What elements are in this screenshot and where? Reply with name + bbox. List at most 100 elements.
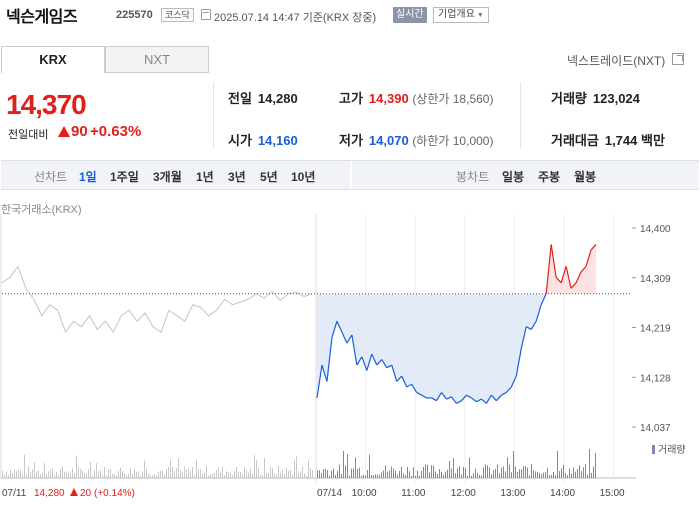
period-1w[interactable]: 1주일 (110, 170, 139, 184)
period-3m[interactable]: 3개월 (153, 170, 182, 184)
volume-bar-prev (172, 467, 173, 478)
volume-bar (509, 464, 510, 478)
period-3y[interactable]: 3년 (228, 170, 246, 184)
price-segment (575, 271, 582, 284)
volume-bar (569, 468, 570, 478)
volume-bar (543, 472, 544, 478)
volume-bar (351, 468, 352, 478)
price-segment (321, 364, 328, 382)
volume-bar (541, 474, 542, 478)
volume-bar-prev (174, 471, 175, 478)
volume-bar (589, 449, 590, 478)
price-segment (565, 266, 572, 289)
volume-bar-prev (242, 474, 243, 478)
volume-bar-prev (284, 474, 285, 478)
volume-bar-prev (108, 468, 109, 478)
divider (213, 82, 214, 148)
volume-bar (547, 467, 548, 478)
volume-bar (433, 465, 434, 478)
volume-bar-prev (52, 468, 53, 478)
price-segment (356, 356, 363, 366)
volume-bar-prev (20, 470, 21, 478)
volume-bar (575, 471, 576, 478)
period-5y[interactable]: 5년 (260, 170, 278, 184)
price-segment (346, 334, 353, 344)
volume-bar-prev (272, 468, 273, 478)
price-segment (560, 266, 567, 283)
upper-limit: (상한가 18,560) (412, 92, 494, 106)
period-10y[interactable]: 10년 (291, 170, 316, 184)
stat-label: 전일 (228, 91, 252, 106)
volume-bar (359, 467, 360, 478)
price-segment (376, 359, 383, 366)
volume-bar-prev (238, 471, 239, 478)
volume-bar-prev (282, 470, 283, 478)
stat-label: 거래대금 (551, 133, 599, 148)
volume-bar-prev (258, 467, 259, 478)
volume-bar-prev (160, 470, 161, 478)
volume-bar (395, 470, 396, 478)
volume-bar (379, 474, 380, 478)
volume-bar-prev (298, 471, 299, 478)
volume-bar-prev (74, 473, 75, 478)
price-segment (476, 398, 482, 403)
volume-bar-prev (212, 473, 213, 478)
volume-bar-prev (152, 475, 153, 478)
company-info-button[interactable]: 기업개요 ▼ (433, 7, 489, 23)
tab-nxt[interactable]: NXT (105, 46, 209, 73)
volume-bar-prev (120, 467, 121, 478)
volume-bar-prev (246, 470, 247, 478)
price-segment (515, 348, 522, 377)
volume-bar (445, 471, 446, 478)
volume-bar-prev (230, 472, 231, 478)
volume-legend-swatch (652, 445, 655, 454)
price-segment (446, 396, 452, 400)
candle-daily[interactable]: 일봉 (502, 170, 525, 184)
volume-bar-prev (198, 469, 199, 478)
volume-bar (425, 464, 426, 478)
area-below-reference (317, 293, 596, 404)
volume-bar (403, 473, 404, 478)
external-link-icon[interactable] (672, 53, 684, 65)
candle-monthly[interactable]: 월봉 (574, 170, 597, 184)
volume-bar (439, 469, 440, 478)
volume-bar-prev (112, 473, 113, 478)
volume-bar-prev (80, 468, 81, 478)
volume-bar-prev (244, 467, 245, 478)
x-tick-label: 14:00 (550, 488, 575, 499)
price-segment (366, 353, 373, 371)
nxt-link[interactable]: 넥스트레이드(NXT) (567, 54, 666, 68)
tab-krx[interactable]: KRX (1, 46, 105, 73)
candle-weekly[interactable]: 주봉 (538, 170, 561, 184)
price-segment (461, 394, 467, 402)
volume-bar (549, 475, 550, 478)
volume-bar-prev (206, 466, 207, 478)
volume-bar-prev (132, 474, 133, 478)
price-segment (391, 364, 398, 382)
price-segment (381, 359, 388, 369)
stock-name: 넥슨게임즈 (6, 9, 78, 26)
period-1d[interactable]: 1일 (79, 170, 97, 184)
current-price: 14,370 (6, 89, 87, 120)
prev-day-change-pct: (+0.14%) (94, 488, 135, 499)
volume-bar (545, 471, 546, 478)
market-badge: 코스닥 (161, 8, 194, 22)
realtime-button[interactable]: 실시간 (393, 7, 427, 23)
volume-bar (457, 468, 458, 478)
price-segment (525, 326, 532, 330)
volume-bar (533, 470, 534, 478)
price-segment (341, 331, 348, 344)
volume-bar-prev (168, 466, 169, 478)
volume-bar-prev (54, 474, 55, 478)
volume-bar-prev (162, 470, 163, 478)
period-1y[interactable]: 1년 (196, 170, 214, 184)
volume-bar-prev (308, 460, 309, 478)
volume-bar-prev (82, 470, 83, 478)
volume-bar (337, 470, 338, 478)
volume-bar (443, 474, 444, 478)
volume-bar-prev (62, 466, 63, 478)
volume-bar (523, 466, 524, 478)
volume-bar (485, 464, 486, 478)
volume-bar-prev (286, 467, 287, 478)
